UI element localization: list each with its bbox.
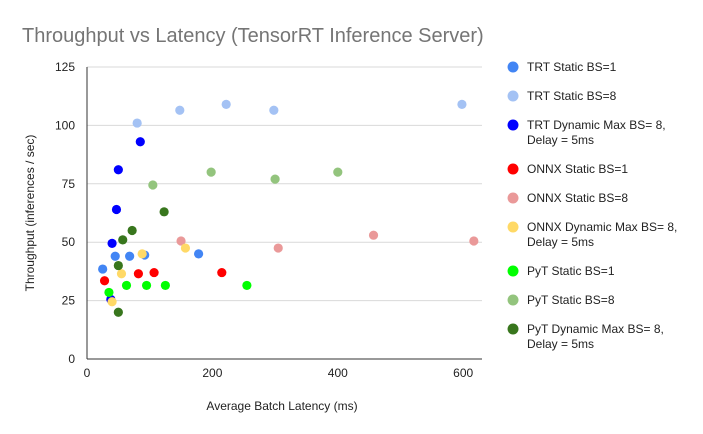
data-point-series-6 bbox=[116, 269, 127, 279]
data-point-series-7 bbox=[121, 280, 132, 291]
legend-swatch-series-2 bbox=[507, 90, 519, 102]
y-tick-labels: 0 25 50 75 100 125 bbox=[55, 60, 75, 366]
x-tick-label: 0 bbox=[84, 366, 91, 380]
legend-label-series-8: PyT Static BS=8 bbox=[527, 293, 615, 307]
legend-swatch-series-1 bbox=[507, 61, 519, 73]
x-tick-labels: 0 200 400 600 bbox=[84, 366, 474, 380]
y-tick-label: 125 bbox=[55, 60, 75, 74]
y-axis-label: Throughput (inferences / sec) bbox=[23, 135, 37, 292]
legend-label-series-3: TRT Dynamic Max BS= 8, Delay = 5ms bbox=[527, 118, 666, 147]
data-point-series-7 bbox=[242, 280, 252, 291]
data-point-series-5 bbox=[368, 230, 379, 240]
data-point-series-9 bbox=[127, 225, 137, 236]
data-point-series-8 bbox=[333, 167, 343, 177]
data-point-series-6 bbox=[107, 297, 117, 307]
legend-swatch-series-5 bbox=[507, 192, 519, 204]
data-point-series-7 bbox=[104, 287, 114, 298]
data-point-series-2 bbox=[175, 105, 185, 115]
x-tick-label: 400 bbox=[328, 366, 348, 380]
legend-label-series-6: ONNX Dynamic Max BS= 8, Delay = 5ms bbox=[527, 220, 677, 249]
x-tick-label: 600 bbox=[453, 366, 473, 380]
y-tick-label: 50 bbox=[62, 235, 76, 249]
legend-swatch-series-7 bbox=[507, 265, 519, 277]
data-point-series-1 bbox=[194, 249, 204, 259]
legend-label-series-7: PyT Static BS=1 bbox=[527, 264, 615, 278]
data-point-series-5 bbox=[469, 236, 479, 246]
data-point-series-3 bbox=[111, 204, 122, 215]
data-point-series-9 bbox=[113, 307, 123, 317]
data-point-series-7 bbox=[160, 280, 170, 291]
data-point-series-6 bbox=[180, 243, 191, 253]
data-point-series-8 bbox=[206, 167, 216, 177]
data-point-series-1 bbox=[110, 251, 120, 261]
data-point-series-2 bbox=[269, 105, 279, 115]
data-point-series-6 bbox=[137, 249, 147, 259]
y-tick-label: 0 bbox=[68, 352, 75, 366]
x-tick-label: 200 bbox=[202, 366, 222, 380]
legend: TRT Static BS=1 TRT Static BS=8 TRT Dynami… bbox=[507, 60, 677, 351]
legend-label-series-2: TRT Static BS=8 bbox=[527, 89, 617, 103]
data-point-series-9 bbox=[113, 260, 123, 271]
data-point-series-3 bbox=[113, 165, 123, 175]
y-tick-label: 25 bbox=[62, 294, 76, 308]
data-point-series-4 bbox=[149, 267, 159, 278]
data-point-series-5 bbox=[273, 243, 283, 253]
legend-swatch-series-8 bbox=[507, 294, 519, 306]
data-point-series-2 bbox=[132, 118, 142, 128]
data-point-series-4 bbox=[217, 267, 227, 278]
data-point-series-9 bbox=[159, 207, 169, 217]
legend-label-series-4: ONNX Static BS=1 bbox=[527, 162, 628, 176]
data-point-series-3 bbox=[135, 137, 145, 147]
y-tick-label: 100 bbox=[55, 118, 75, 132]
y-tick-label: 75 bbox=[62, 177, 76, 191]
data-point-series-1 bbox=[125, 251, 135, 261]
legend-label-series-5: ONNX Static BS=8 bbox=[527, 191, 628, 205]
legend-label-series-1: TRT Static BS=1 bbox=[527, 60, 617, 74]
data-point-series-1 bbox=[98, 264, 108, 274]
data-point-series-4 bbox=[99, 276, 110, 286]
x-axis-label: Average Batch Latency (ms) bbox=[206, 399, 357, 413]
data-points bbox=[98, 99, 479, 317]
chart-title: Throughput vs Latency (TensorRT Inferenc… bbox=[22, 25, 484, 47]
data-point-series-8 bbox=[148, 180, 158, 190]
gridlines bbox=[87, 66, 482, 302]
data-point-series-5 bbox=[176, 236, 186, 246]
legend-swatch-series-3 bbox=[507, 119, 519, 131]
data-point-series-4 bbox=[133, 269, 144, 279]
legend-label-series-9: PyT Dynamic Max BS= 8, Delay = 5ms bbox=[527, 322, 664, 351]
data-point-series-2 bbox=[221, 99, 231, 109]
data-point-series-2 bbox=[457, 99, 467, 109]
data-point-series-7 bbox=[141, 280, 152, 291]
legend-swatch-series-9 bbox=[507, 323, 519, 335]
legend-swatch-series-4 bbox=[507, 163, 519, 175]
data-point-series-9 bbox=[118, 235, 128, 245]
data-point-series-8 bbox=[270, 174, 280, 184]
legend-swatch-series-6 bbox=[507, 221, 519, 233]
data-point-series-3 bbox=[107, 238, 117, 248]
